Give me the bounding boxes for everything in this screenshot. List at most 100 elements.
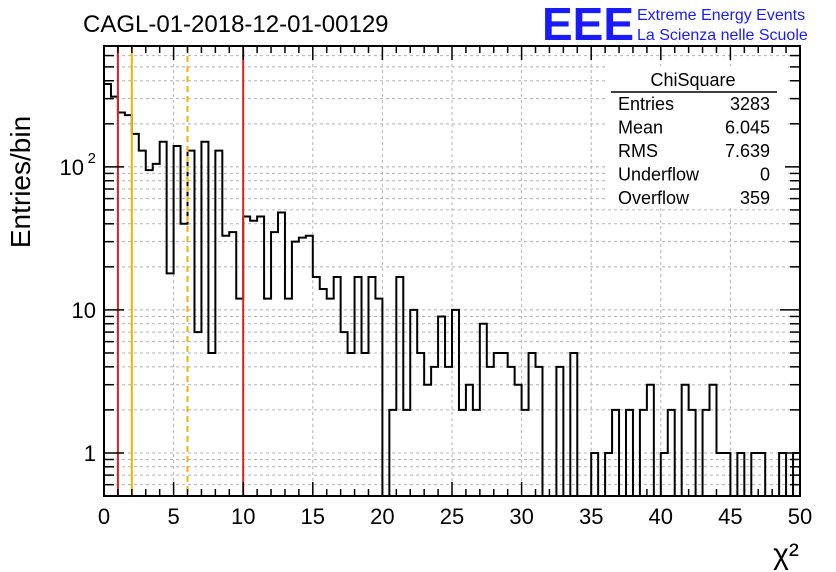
stats-row-label: Mean <box>618 118 663 138</box>
stats-box-title: ChiSquare <box>650 70 735 90</box>
histogram-bin <box>118 112 125 496</box>
stats-row-value: 6.045 <box>725 118 770 138</box>
x-tick-label: 15 <box>301 504 325 529</box>
histogram-bin <box>375 299 382 496</box>
eee-logo: EEE Extreme Energy Events La Scienza nel… <box>542 0 808 50</box>
histogram-bin <box>348 353 355 496</box>
histogram-bin <box>703 410 710 496</box>
histogram-bin <box>104 84 111 496</box>
histogram-bin <box>368 277 375 496</box>
histogram-bin <box>146 170 153 496</box>
plot-title: CAGL-01-2018-12-01-00129 <box>83 11 389 38</box>
histogram-bin <box>250 221 257 496</box>
histogram-bin <box>459 410 466 496</box>
y-tick-label: 10 <box>72 298 96 323</box>
histogram-bin <box>194 332 201 496</box>
histogram-bin <box>522 410 529 496</box>
histogram-bin <box>473 410 480 496</box>
histogram-bin <box>445 367 452 496</box>
x-tick-label: 20 <box>370 504 394 529</box>
histogram-bin <box>278 212 285 496</box>
x-axis-title: χ² <box>773 538 799 571</box>
histogram-bin <box>508 367 515 496</box>
histogram-bin <box>710 385 717 496</box>
histogram-bars <box>104 82 800 497</box>
histogram-bin <box>264 299 271 496</box>
stats-rows: Entries 3283 Mean 6.045 RMS 7.639 Underflow 0 Ov… <box>618 94 770 208</box>
eee-logo-line1: Extreme Energy Events <box>637 7 805 24</box>
histogram-bin <box>188 151 195 496</box>
stats-box: ChiSquare Entries 3283 Mean 6.045 RMS 7.639 Un… <box>607 66 785 208</box>
histogram-bin <box>320 289 327 496</box>
stats-row-label: RMS <box>618 141 658 161</box>
histogram-bin <box>125 115 132 496</box>
histogram-bin <box>480 324 487 496</box>
histogram-bin <box>292 242 299 496</box>
histogram-bin <box>716 453 723 496</box>
histogram-bin <box>438 316 445 496</box>
histogram-bin <box>647 385 654 496</box>
histogram-bin <box>271 232 278 496</box>
histogram-bin <box>389 410 396 496</box>
histogram-bin <box>403 410 410 496</box>
histogram-bin <box>222 236 229 496</box>
histogram-bin <box>626 410 633 496</box>
histogram-bin <box>424 385 431 496</box>
stats-row-value: 359 <box>740 188 770 208</box>
histogram-bin <box>341 332 348 496</box>
histogram-bin <box>536 367 543 496</box>
histogram-bin <box>529 353 536 496</box>
histogram-bin <box>160 142 167 496</box>
histogram-bin <box>487 367 494 496</box>
histogram-bin <box>417 353 424 496</box>
histogram-bin <box>167 273 174 496</box>
y-axis-title: Entries/bin <box>5 116 36 248</box>
histogram-bin <box>758 453 765 496</box>
histogram-bin <box>257 216 264 496</box>
histogram-bin <box>111 97 118 496</box>
histogram-bin <box>334 277 341 496</box>
histogram-bin <box>452 310 459 496</box>
histogram-bin <box>362 353 369 496</box>
histogram-bin <box>285 299 292 496</box>
histogram-bin <box>737 453 744 496</box>
stats-row-value: 3283 <box>730 94 770 114</box>
histogram-bin <box>661 453 668 496</box>
stats-row-value: 7.639 <box>725 141 770 161</box>
histogram-bin <box>327 299 334 496</box>
histogram-bin <box>494 353 501 496</box>
histogram-bin <box>306 236 313 496</box>
y-tick-exponent: 2 <box>88 150 96 167</box>
x-tick-label: 45 <box>718 504 742 529</box>
y-tick-label: 10 <box>60 155 84 180</box>
histogram-outline <box>104 82 800 497</box>
histogram-bin <box>779 453 786 496</box>
x-tick-label: 25 <box>440 504 464 529</box>
histogram-bin <box>355 277 362 496</box>
histogram-bin <box>466 385 473 496</box>
histogram-bin <box>201 142 208 496</box>
stats-row-label: Underflow <box>618 165 700 185</box>
histogram-bin <box>640 410 647 496</box>
histogram-bin <box>682 385 689 496</box>
histogram-bin <box>689 410 696 496</box>
eee-logo-line2: La Scienza nelle Scuole <box>637 27 808 44</box>
histogram-bin <box>723 453 730 496</box>
histogram-bin <box>243 216 250 496</box>
histogram-bin <box>139 151 146 496</box>
histogram-bin <box>410 310 417 496</box>
histogram-bin <box>668 410 675 496</box>
histogram-bin <box>556 367 563 496</box>
histogram-bin <box>236 299 243 496</box>
histogram-bin <box>229 232 236 496</box>
x-tick-label: 5 <box>167 504 179 529</box>
x-tick-label: 10 <box>231 504 255 529</box>
x-tick-label: 50 <box>788 504 812 529</box>
eee-logo-text: EEE <box>542 0 634 50</box>
x-tick-label: 0 <box>98 504 110 529</box>
threshold-markers <box>116 46 245 496</box>
histogram-bin <box>215 151 222 496</box>
histogram-bin <box>612 410 619 496</box>
histogram-bin <box>591 453 598 496</box>
